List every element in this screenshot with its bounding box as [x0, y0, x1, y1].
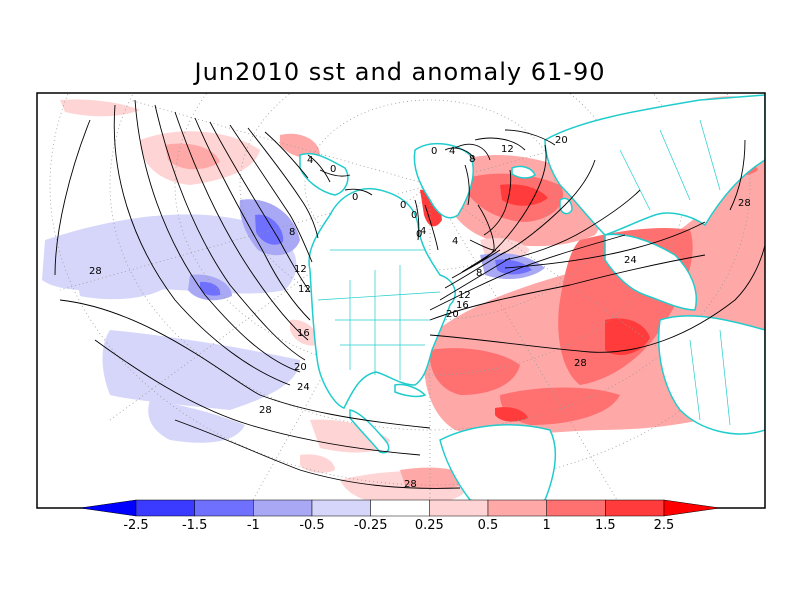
greenland [413, 143, 474, 219]
colorbar-tick-label: -1 [247, 518, 260, 533]
colorbar-swatch [546, 499, 606, 517]
political-borders [317, 119, 731, 426]
contour-label: 8 [469, 154, 475, 165]
contour-label: 12 [501, 144, 514, 155]
contour-label: 28 [89, 266, 102, 277]
contour-label: 24 [297, 382, 310, 393]
colorbar: -2.5 -1.5 -1 -0.5 -0.25 0.25 0.5 1 1.5 2.5 [79, 499, 721, 533]
colorbar-arrow-left [79, 499, 137, 517]
colorbar-tick-label: -0.25 [354, 518, 388, 533]
africa [657, 315, 765, 435]
contour-label: 12 [298, 284, 311, 295]
colorbar-swatch [605, 499, 665, 517]
colorbar-swatch [370, 499, 430, 517]
contour-labels: 0 4 0 8 12 12 16 20 24 28 28 28 0 0 4 8 … [89, 135, 751, 490]
colorbar-swatch [487, 499, 547, 517]
map-title: Jun2010 sst and anomaly 61-90 [194, 58, 606, 86]
alaska [299, 153, 349, 196]
colorbar-swatch [311, 499, 371, 517]
colorbar-arrow-right [663, 499, 721, 517]
contour-label: 4 [307, 155, 313, 166]
contour-label: 16 [456, 300, 469, 311]
cuba [394, 383, 427, 398]
contour-label: 28 [259, 405, 272, 416]
contour-label: 16 [297, 328, 310, 339]
land-masses [299, 94, 765, 508]
contour-label: 12 [294, 264, 307, 275]
map-plot-area: 0 4 0 8 12 12 16 20 24 28 28 28 0 0 4 8 … [37, 93, 765, 508]
contour-label: 28 [574, 358, 587, 369]
north-america [308, 188, 456, 409]
contour-label: 20 [446, 309, 459, 320]
iceland [511, 165, 536, 179]
colorbar-tick-label: -2.5 [123, 518, 148, 533]
contour-label: 0 [416, 229, 422, 240]
contour-label: 28 [404, 479, 417, 490]
contour-label: 12 [458, 290, 471, 301]
colorbar-tick-label: 1 [543, 518, 551, 533]
contour-label: 20 [294, 362, 307, 373]
contour-label: 4 [452, 236, 458, 247]
british-isles [559, 197, 573, 215]
contour-label: 20 [555, 135, 568, 146]
eurasia [544, 94, 765, 236]
colorbar-tick-label: 2.5 [654, 518, 675, 533]
colorbar-tick-label: 0.25 [415, 518, 444, 533]
contour-label: 0 [330, 164, 336, 175]
colorbar-swatch [253, 499, 313, 517]
contour-label: 4 [449, 146, 455, 157]
colorbar-tick-label: 0.5 [478, 518, 499, 533]
colorbar-tick-label: -1.5 [182, 518, 207, 533]
contour-label: 28 [738, 198, 751, 209]
contour-label: 4 [420, 226, 426, 237]
contour-label: 24 [624, 255, 637, 266]
contour-label: 8 [289, 227, 295, 238]
sst-contours [54, 99, 765, 489]
colorbar-tick-label: -0.5 [299, 518, 324, 533]
contour-label: 0 [400, 200, 406, 211]
colorbar-tick-label: 1.5 [595, 518, 616, 533]
colorbar-swatch [429, 499, 489, 517]
colorbar-swatch [135, 499, 195, 517]
contour-label: 0 [352, 192, 358, 203]
contour-label: 0 [431, 146, 437, 157]
contour-label: 8 [476, 268, 482, 279]
contour-label: 0 [411, 210, 417, 221]
colorbar-swatch [194, 499, 254, 517]
